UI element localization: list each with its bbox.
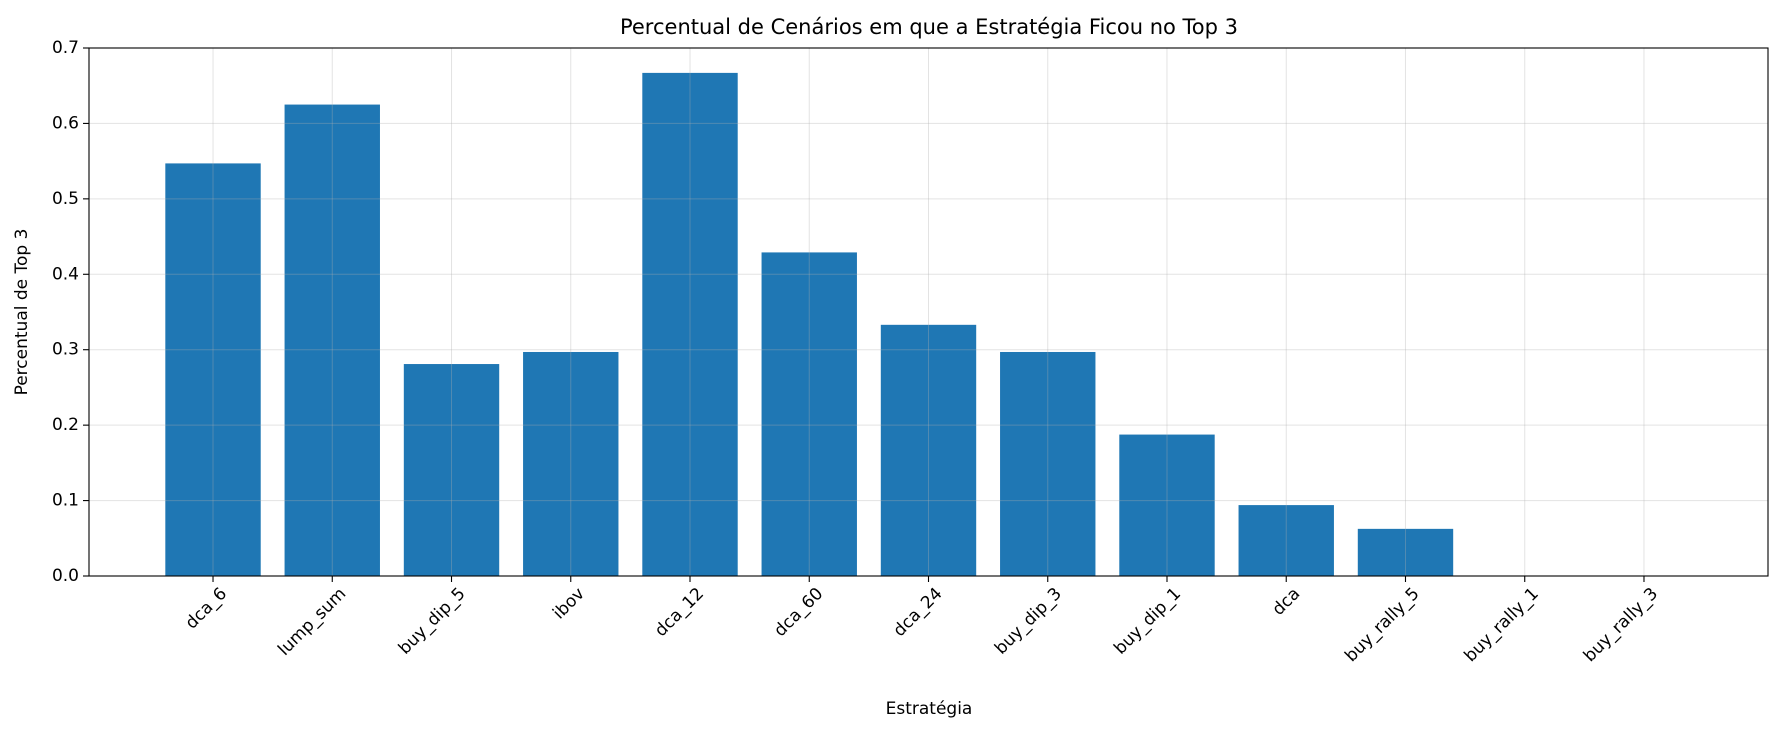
bar [761,252,857,576]
x-tick-label: buy_rally_5 [1341,584,1423,666]
bar [1238,505,1334,576]
x-tick-label: dca_6 [182,584,231,633]
y-tick-label: 0.2 [52,415,79,435]
x-tick-label: ibov [549,584,589,624]
x-tick-label: dca_12 [651,584,708,641]
bar [165,163,261,577]
chart-title: Percentual de Cenários em que a Estratég… [620,15,1238,39]
x-tick-label: dca_24 [889,584,946,641]
y-tick-label: 0.3 [52,340,79,360]
bar [284,104,380,577]
y-tick-label: 0.1 [52,491,79,511]
bar [1000,351,1096,576]
x-tick-label: buy_dip_5 [395,584,470,659]
bar [642,72,738,577]
y-tick-label: 0.7 [52,38,79,58]
y-axis-label: Percentual de Top 3 [12,229,32,396]
x-tick-label: buy_dip_1 [1110,584,1185,659]
x-axis-label: Estratégia [886,699,973,719]
x-tick-label: buy_dip_3 [991,584,1066,659]
x-tick-label: dca [1269,584,1305,620]
bar [403,364,500,576]
bar [523,351,619,576]
x-tick-label: lump_sum [274,584,350,660]
y-tick-label: 0.5 [52,189,79,209]
bar [1119,434,1215,576]
x-tick-label: buy_rally_3 [1580,584,1662,666]
y-tick-label: 0.6 [52,113,79,133]
x-tick-label: dca_60 [770,584,827,641]
bar [1357,528,1454,576]
y-tick-label: 0.4 [52,264,79,284]
bar [880,324,977,576]
y-tick-label: 0.0 [52,566,79,586]
plot-frame [88,47,1769,577]
x-tick-label: buy_rally_1 [1460,584,1542,666]
